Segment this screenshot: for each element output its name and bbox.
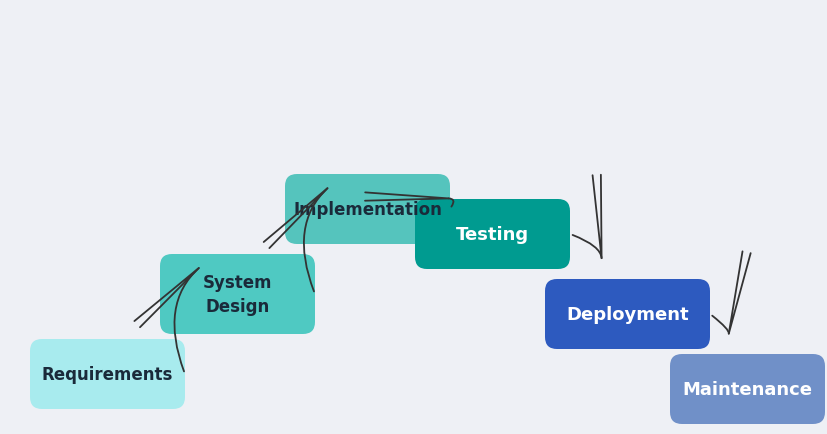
Text: Implementation: Implementation [293, 201, 442, 218]
FancyBboxPatch shape [670, 354, 825, 424]
Text: Testing: Testing [456, 226, 529, 243]
FancyBboxPatch shape [285, 174, 450, 244]
Text: Maintenance: Maintenance [682, 380, 812, 398]
FancyBboxPatch shape [30, 339, 185, 409]
FancyBboxPatch shape [160, 254, 315, 334]
Text: Requirements: Requirements [42, 365, 173, 383]
Text: Deployment: Deployment [566, 305, 689, 323]
FancyBboxPatch shape [415, 200, 570, 270]
Text: System
Design: System Design [203, 273, 272, 315]
FancyBboxPatch shape [545, 279, 710, 349]
